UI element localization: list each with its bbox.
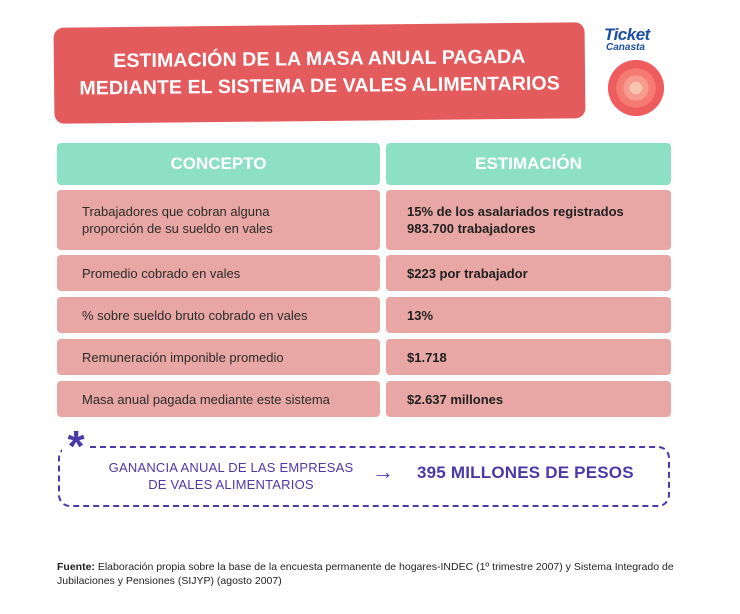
row-5-value: $2.637 millones (407, 391, 504, 407)
row-1-concept-line-2: proporción de su sueldo en vales (82, 221, 273, 236)
row-4-concept: Remuneración imponible promedio (82, 349, 284, 365)
logo-wordmark: Ticket Canasta (604, 25, 674, 53)
logo-line-2: Canasta (606, 42, 645, 53)
title-banner: ESTIMACIÓN DE LA MASA ANUAL PAGADA MEDIA… (53, 22, 586, 124)
title-line-2: MEDIANTE EL SISTEMA DE VALES ALIMENTARIO… (79, 72, 560, 100)
header-estimacion: ESTIMACIÓN (386, 143, 671, 185)
asterisk-icon: * (62, 425, 90, 469)
source-line-1: Elaboración propia sobre la base de la e… (94, 561, 674, 573)
table-row-2-value: $223 por trabajador (386, 255, 671, 291)
table-row-2-concept: Promedio cobrado en vales (57, 255, 380, 291)
table-row-5-value: $2.637 millones (386, 381, 671, 417)
logo-line-1: Ticket (604, 25, 650, 44)
row-1-value-line-2: 983.700 trabajadores (407, 221, 536, 236)
table-row-4-value: $1.718 (386, 339, 671, 375)
table-row-3-value: 13% (386, 297, 671, 333)
header-concepto: CONCEPTO (57, 143, 380, 185)
highlight-label: GANANCIA ANUAL DE LAS EMPRESAS DE VALES … (96, 459, 366, 493)
highlight-label-line-1: GANANCIA ANUAL DE LAS EMPRESAS (108, 460, 354, 475)
table-row-5-concept: Masa anual pagada mediante este sistema (57, 381, 380, 417)
table-row-4-concept: Remuneración imponible promedio (57, 339, 380, 375)
highlight-label-line-2: DE VALES ALIMENTARIOS (148, 477, 314, 492)
row-4-value: $1.718 (407, 349, 447, 365)
source-label: Fuente: (57, 561, 95, 573)
source-line-2: Jubilaciones y Pensiones (SIJYP) (agosto… (57, 575, 282, 587)
arrow-right-icon: → (372, 459, 394, 484)
row-1-concept-line-1: Trabajadores que cobran alguna (82, 204, 270, 219)
highlight-box (58, 446, 670, 507)
table-row-1-concept: Trabajadores que cobran alguna proporció… (57, 190, 380, 250)
highlight-value: 395 MILLONES DE PESOS (417, 463, 634, 482)
row-2-concept: Promedio cobrado en vales (82, 265, 241, 281)
row-2-value: $223 por trabajador (407, 265, 528, 281)
row-3-value: 13% (407, 307, 434, 323)
row-1-value-line-1: 15% de los asalariados registrados (407, 204, 624, 219)
title-line-1: ESTIMACIÓN DE LA MASA ANUAL PAGADA (113, 45, 526, 73)
row-5-concept: Masa anual pagada mediante este sistema (82, 391, 330, 407)
logo-ball-icon (608, 60, 664, 116)
table-row-1-value: 15% de los asalariados registrados 983.7… (386, 190, 671, 250)
source-footnote: Fuente: Elaboración propia sobre la base… (57, 560, 687, 588)
table-row-3-concept: % sobre sueldo bruto cobrado en vales (57, 297, 380, 333)
ticket-canasta-logo: Ticket Canasta (604, 25, 674, 117)
row-3-concept: % sobre sueldo bruto cobrado en vales (82, 307, 308, 323)
